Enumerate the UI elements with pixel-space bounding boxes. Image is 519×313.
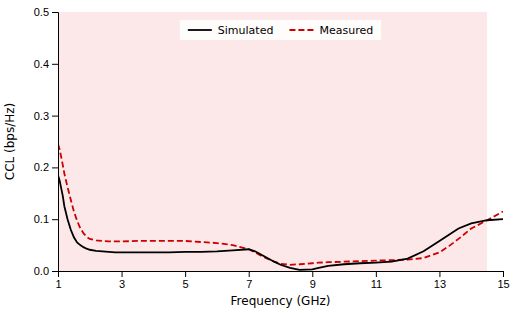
tick-label: 3	[119, 278, 125, 290]
series-line	[58, 144, 503, 265]
marks	[58, 12, 503, 271]
tick-mark	[312, 271, 313, 277]
axis-line	[59, 272, 504, 278]
tick: 5	[183, 271, 189, 290]
legend-swatch	[289, 29, 313, 31]
tick-label: 0.1	[34, 213, 49, 225]
tick: 0.0	[34, 265, 58, 277]
tick-label: 13	[434, 278, 446, 290]
tick-mark	[439, 271, 440, 277]
tick-mark	[52, 219, 58, 220]
x-axis: 13579111315	[55, 271, 509, 290]
tick-label: 0.4	[34, 58, 49, 70]
tick: 0.5	[34, 6, 58, 18]
x-axis-title: Frequency (GHz)	[231, 294, 331, 308]
tick-mark	[122, 271, 123, 277]
tick: 0.3	[34, 110, 58, 122]
tick-mark	[52, 64, 58, 65]
tick-label: 7	[246, 278, 252, 290]
legend-label: Simulated	[218, 24, 274, 37]
legend-item: Simulated	[188, 24, 274, 37]
tick-label: 15	[497, 278, 509, 290]
y-axis: 0.0 0.1 0.2 0.3 0.4 0.5	[34, 6, 59, 277]
legend: Simulated Measured	[180, 20, 381, 40]
tick: 11	[371, 271, 382, 290]
tick-label: 9	[310, 278, 316, 290]
tick: 0.4	[34, 58, 58, 70]
chart: 135791113150.00.10.20.30.40.5SimulatedMe…	[0, 0, 519, 313]
legend-swatch	[188, 29, 212, 31]
tick-mark	[52, 12, 58, 13]
tick: 0.1	[34, 213, 58, 225]
legend-label: Measured	[319, 24, 373, 37]
shaded-band	[58, 12, 487, 271]
legend-item: Measured	[289, 24, 373, 37]
tick: 3	[119, 271, 125, 290]
tick: 7	[246, 271, 252, 290]
axis-line	[52, 13, 59, 272]
tick-mark	[503, 271, 504, 277]
tick: 13	[434, 271, 446, 290]
tick-mark	[249, 271, 250, 277]
tick-mark	[52, 116, 58, 117]
tick: 9	[310, 271, 316, 290]
tick-mark	[185, 271, 186, 277]
tick-label: 1	[55, 278, 61, 290]
tick-label: 0.0	[34, 265, 49, 277]
tick: 1	[55, 271, 61, 290]
tick: 15	[497, 271, 509, 290]
legend-background	[180, 20, 381, 40]
plot-area: 135791113150.00.10.20.30.40.5SimulatedMe…	[34, 6, 510, 290]
tick-label: 11	[371, 278, 382, 290]
series-line	[58, 175, 503, 270]
tick: 0.2	[34, 161, 58, 173]
tick-label: 5	[183, 278, 189, 290]
tick-mark	[52, 167, 58, 168]
tick-mark	[376, 271, 377, 277]
tick-label: 0.2	[34, 161, 49, 173]
tick-mark	[52, 271, 58, 272]
y-axis-title: CCL (bps/Hz)	[3, 103, 17, 180]
tick-label: 0.3	[34, 110, 49, 122]
tick-label: 0.5	[34, 6, 49, 18]
